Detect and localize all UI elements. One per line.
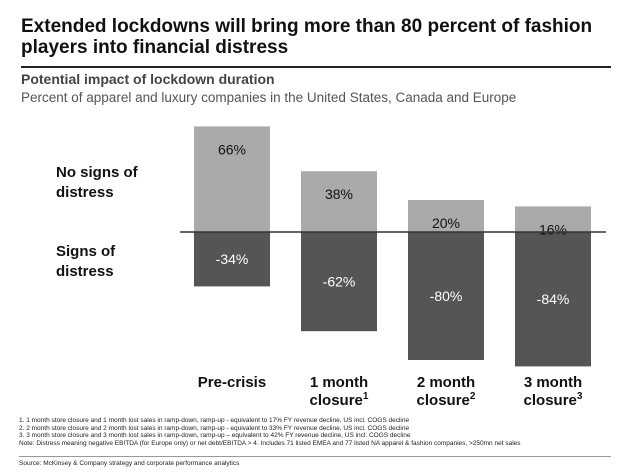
- data-label-no-distress-1: 66%: [218, 141, 246, 157]
- footnote-ref-3: 2: [470, 391, 476, 402]
- data-label-distress-1: -34%: [216, 251, 249, 267]
- bar-distress-4: [515, 232, 591, 367]
- bar-no-distress-3: [408, 200, 484, 232]
- data-label-distress-4: -84%: [537, 291, 570, 307]
- category-label-4-line-2: closure3: [524, 391, 583, 409]
- footnote-divider: [19, 456, 611, 457]
- category-label-3-line-1: 2 month: [417, 374, 475, 391]
- footnote-ref-2: 1: [363, 391, 369, 402]
- data-label-no-distress-2: 38%: [325, 186, 353, 202]
- legend-no-distress: No signs of distress: [56, 164, 138, 201]
- category-label-2-line-1: 1 month: [310, 374, 368, 391]
- data-label-distress-2: -62%: [323, 274, 356, 290]
- source-note: Source: McKinsey & Company strategy and …: [19, 460, 240, 467]
- footnotes: 1. 1 month store closure and 1 month los…: [19, 417, 619, 447]
- footnote-2: 2. 2 month store closure and 2 month los…: [19, 424, 410, 432]
- bar-distress-2: [301, 232, 377, 332]
- chart-subtitle: Potential impact of lockdown duration: [21, 71, 275, 87]
- bar-distress-3: [408, 232, 484, 360]
- chart-title: Extended lockdowns will bring more than …: [21, 16, 593, 58]
- data-label-no-distress-4: 16%: [539, 221, 567, 237]
- category-label-1-line-1: Pre-crisis: [198, 374, 266, 391]
- category-label-2-line-2: closure1: [310, 391, 369, 409]
- bar-distress-1: [194, 232, 270, 287]
- legend-distress: Signs of distress: [56, 243, 116, 280]
- bar-no-distress-1: [194, 126, 270, 232]
- footnote-1: 1. 1 month store closure and 1 month los…: [19, 417, 410, 424]
- data-label-distress-3: -80%: [430, 288, 463, 304]
- footnote-ref-4: 3: [577, 391, 583, 402]
- footnote-note: Note: Distress meaning negative EBITDA (…: [19, 439, 521, 447]
- bar-no-distress-2: [301, 171, 377, 232]
- category-label-3-line-2: closure2: [417, 391, 476, 409]
- title-divider: [21, 66, 611, 68]
- category-label-4-line-1: 3 month: [524, 374, 582, 391]
- chart-description: Percent of apparel and luxury companies …: [21, 90, 517, 105]
- data-label-no-distress-3: 20%: [432, 215, 460, 231]
- footnote-3: 3. 3 month store closure and 3 month los…: [19, 432, 411, 440]
- bar-no-distress-4: [515, 206, 591, 232]
